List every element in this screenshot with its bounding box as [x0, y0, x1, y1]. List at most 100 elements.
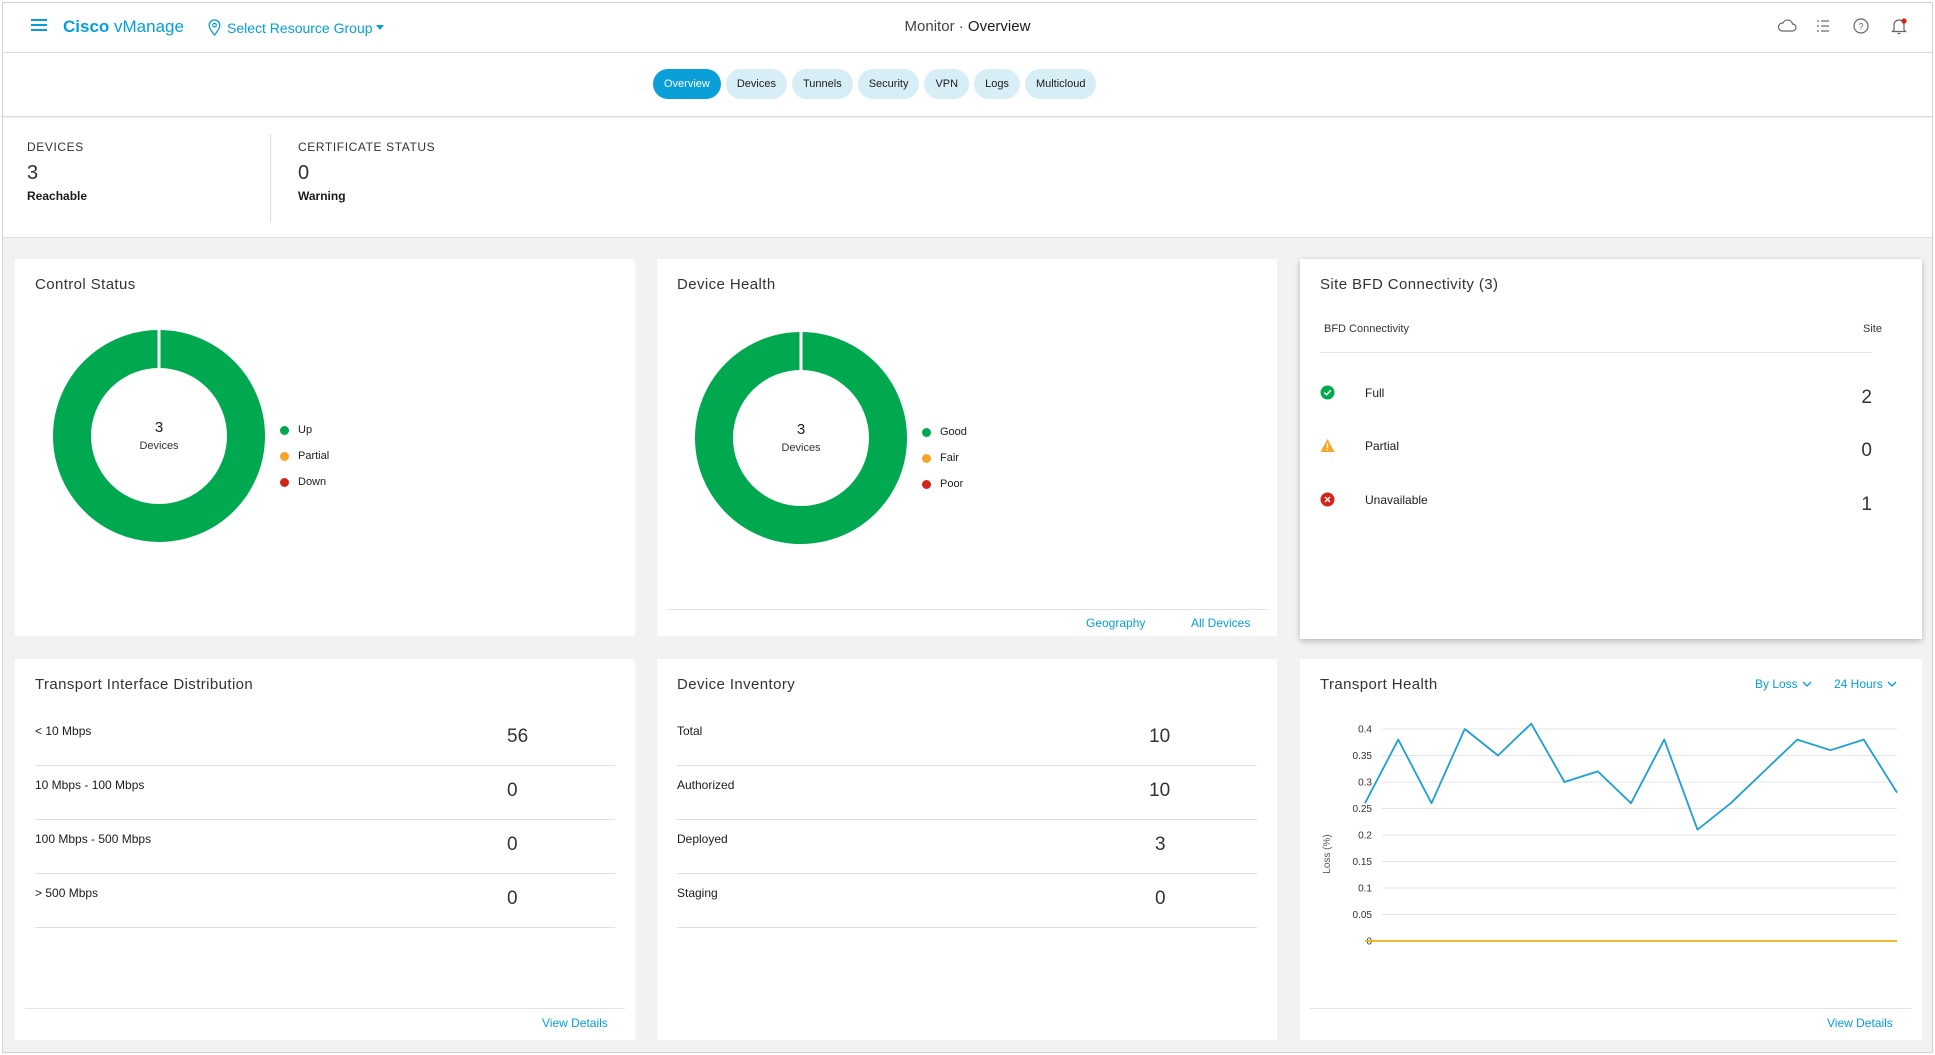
table-row[interactable]: Total 10 [677, 712, 1257, 766]
card-footer-divider [25, 1008, 625, 1009]
resource-group-select[interactable]: Select Resource Group [208, 19, 384, 36]
task-list-icon[interactable] [1814, 17, 1832, 35]
legend-label: Up [298, 424, 313, 436]
legend-dot [922, 427, 931, 437]
bfd-header-divider [1320, 352, 1872, 353]
table-row[interactable]: 100 Mbps - 500 Mbps 0 [35, 820, 615, 874]
legend-item-up[interactable]: Up [280, 417, 329, 443]
transport-health-chart[interactable]: 0 0.05 0.1 0.15 0.2 0.25 0.3 0.35 0.4 Loss (%) [1300, 711, 1922, 989]
device-health-center-label: Devices [781, 442, 821, 454]
certificate-summary-value: 0 [298, 162, 310, 184]
legend-label: Fair [940, 452, 959, 464]
device-health-legend: Good Fair Poor [922, 419, 967, 497]
row-label: 100 Mbps - 500 Mbps [35, 832, 152, 846]
legend-dot [922, 453, 931, 463]
brand-bold: Cisco [63, 17, 110, 36]
caret-down-icon [375, 25, 384, 30]
bfd-row-label: Partial [1365, 439, 1400, 453]
y-tick-label: 0.35 [1353, 751, 1373, 762]
tab-overview[interactable]: Overview [653, 69, 721, 99]
control-status-donut[interactable] [53, 330, 265, 542]
certificate-summary[interactable]: CERTIFICATE STATUS 0 Warning [298, 140, 435, 203]
row-label: 10 Mbps - 100 Mbps [35, 778, 145, 792]
tab-security[interactable]: Security [857, 69, 920, 99]
legend-label: Down [298, 476, 327, 488]
row-value: 0 [507, 834, 518, 855]
top-header: Cisco vManage Select Resource Group Moni… [3, 3, 1932, 53]
site-column-header: Site [1863, 323, 1882, 335]
time-range-dropdown[interactable]: 24 Hours [1834, 677, 1897, 691]
table-row[interactable]: Staging 0 [677, 874, 1257, 928]
breadcrumb-parent[interactable]: Monitor [904, 18, 955, 35]
chevron-down-icon [1887, 681, 1897, 687]
menu-icon[interactable] [31, 19, 47, 31]
brand-logo[interactable]: Cisco vManage [63, 17, 184, 37]
y-tick-label: 0.2 [1358, 831, 1372, 842]
bfd-row-value: 1 [1861, 494, 1872, 515]
devices-summary-label: DEVICES [27, 140, 84, 154]
view-details-link[interactable]: View Details [1827, 1016, 1893, 1030]
time-range-dropdown-label: 24 Hours [1834, 677, 1883, 691]
resource-group-label: Select Resource Group [227, 19, 373, 36]
y-tick-label: 0.25 [1353, 804, 1373, 815]
table-row[interactable]: < 10 Mbps 56 [35, 712, 615, 766]
notification-bell-icon[interactable] [1890, 17, 1908, 35]
site-bfd-title: Site BFD Connectivity (3) [1320, 276, 1499, 293]
table-row[interactable]: Authorized 10 [677, 766, 1257, 820]
view-details-link[interactable]: View Details [542, 1016, 608, 1030]
table-row[interactable]: > 500 Mbps 0 [35, 874, 615, 928]
svg-text:?: ? [1858, 22, 1863, 32]
bfd-row-unavailable[interactable]: Unavailable 1 [1320, 484, 1902, 538]
legend-item-down[interactable]: Down [280, 469, 329, 495]
legend-dot [922, 479, 931, 489]
transport-health-title: Transport Health [1320, 676, 1438, 693]
cloud-icon[interactable] [1776, 17, 1797, 35]
legend-item-good[interactable]: Good [922, 419, 967, 445]
bfd-row-label: Full [1365, 386, 1385, 400]
row-label: Total [677, 724, 703, 738]
y-tick-label: 0.3 [1358, 778, 1372, 789]
legend-item-fair[interactable]: Fair [922, 445, 967, 471]
bfd-row-value: 0 [1861, 440, 1872, 461]
tab-devices[interactable]: Devices [725, 69, 787, 99]
control-status-center-label: Devices [139, 440, 179, 452]
breadcrumb: Monitor · Overview [3, 18, 1932, 35]
legend-item-partial[interactable]: Partial [280, 443, 329, 469]
tab-multicloud[interactable]: Multicloud [1024, 69, 1097, 99]
loss-series-line[interactable] [1364, 722, 1898, 831]
legend-item-poor[interactable]: Poor [922, 471, 967, 497]
tab-vpn[interactable]: VPN [924, 69, 970, 99]
device-health-donut[interactable] [695, 332, 907, 544]
tab-tunnels[interactable]: Tunnels [791, 69, 853, 99]
help-icon[interactable]: ? [1852, 17, 1870, 35]
breadcrumb-separator: · [954, 18, 968, 35]
row-value: 0 [507, 780, 518, 801]
geography-link[interactable]: Geography [1086, 616, 1146, 630]
row-value: 0 [1155, 888, 1166, 909]
bfd-row-full[interactable]: Full 2 [1320, 377, 1902, 431]
all-devices-link[interactable]: All Devices [1191, 616, 1251, 630]
chevron-down-icon [1802, 681, 1812, 687]
card-footer-divider [1310, 1008, 1912, 1009]
legend-dot [280, 477, 289, 487]
device-inventory-card: Device Inventory Total 10 Authorized 10 De… [657, 659, 1277, 1040]
certificate-summary-sub: Warning [298, 189, 346, 203]
y-axis-label: Loss (%) [1322, 834, 1333, 873]
warning-triangle-icon [1320, 439, 1335, 452]
row-label: > 500 Mbps [35, 886, 99, 900]
bfd-row-partial[interactable]: Partial 0 [1320, 430, 1902, 484]
y-tick-label: 0.15 [1353, 857, 1373, 868]
table-row[interactable]: 10 Mbps - 100 Mbps 0 [35, 766, 615, 820]
row-value: 10 [1149, 726, 1171, 747]
summary-divider [270, 134, 271, 222]
loss-metric-dropdown[interactable]: By Loss [1755, 677, 1812, 691]
control-status-title: Control Status [35, 276, 136, 293]
row-label: Deployed [677, 832, 728, 846]
legend-dot [280, 451, 289, 461]
tab-logs[interactable]: Logs [974, 69, 1020, 99]
monitor-tabs: Overview Devices Tunnels Security VPN Lo… [653, 69, 1097, 99]
table-row[interactable]: Deployed 3 [677, 820, 1257, 874]
transport-interface-title: Transport Interface Distribution [35, 676, 254, 693]
devices-summary[interactable]: DEVICES 3 Reachable [27, 140, 87, 203]
check-circle-icon [1320, 385, 1335, 400]
